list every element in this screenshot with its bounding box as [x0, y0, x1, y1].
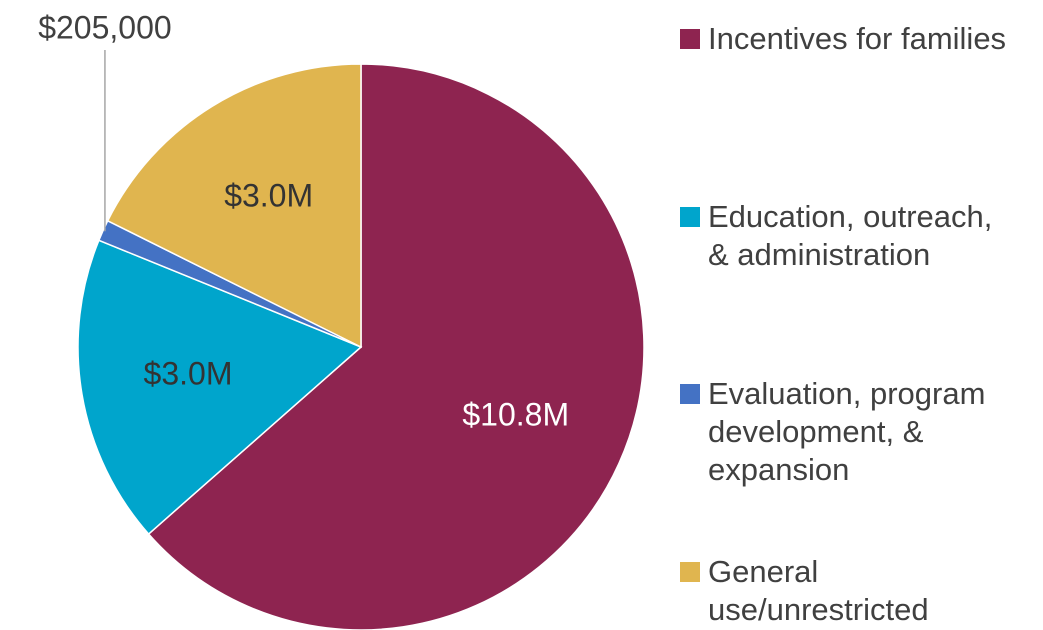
legend-swatch — [680, 207, 700, 227]
legend-entry: General use/unrestricted — [680, 553, 1020, 629]
pie-slice — [77, 239, 363, 536]
legend-label: Education, outreach, & administration — [708, 199, 993, 272]
legend-swatch — [680, 562, 700, 582]
legend-entry: Evaluation, program development, & expan… — [680, 375, 1020, 489]
legend-entry: Education, outreach, & administration — [680, 198, 1020, 274]
pie-slice — [147, 63, 645, 630]
pie-slice — [106, 63, 362, 349]
legend-swatch — [680, 29, 700, 49]
legend-label: Incentives for families — [708, 21, 1007, 56]
data-label: $3.0M — [144, 356, 233, 392]
legend-label: General use/unrestricted — [708, 554, 929, 627]
data-label: $3.0M — [224, 177, 313, 213]
data-label: $205,000 — [38, 9, 171, 45]
legend-entry: Incentives for families — [680, 20, 1020, 58]
legend-label: Evaluation, program development, & expan… — [708, 376, 986, 487]
data-label: $10.8M — [462, 396, 569, 432]
legend-swatch — [680, 384, 700, 404]
